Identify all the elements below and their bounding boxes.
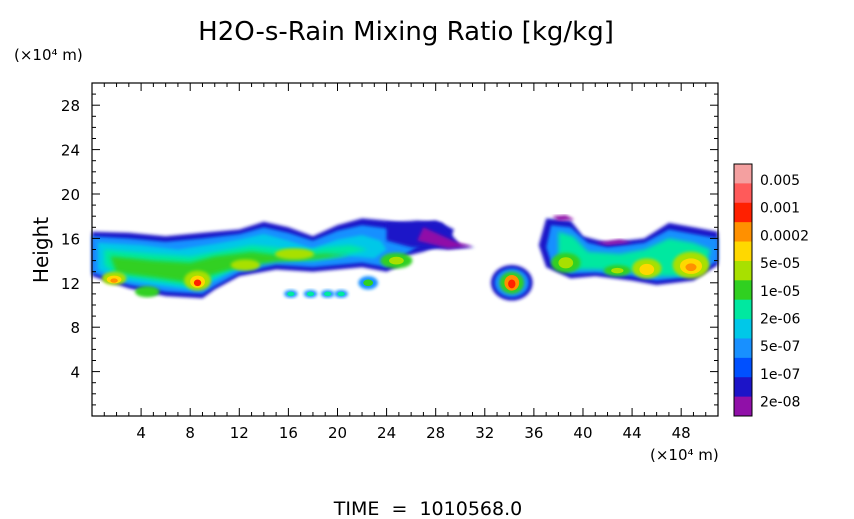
small-cell-teal-1 bbox=[306, 291, 315, 297]
colorbar-frame bbox=[733, 163, 753, 417]
y-axis-unit: (×10⁴ m) bbox=[14, 46, 83, 64]
colorbar-swatch bbox=[734, 357, 752, 378]
colorbar-swatch bbox=[734, 202, 752, 223]
colorbar-swatch bbox=[734, 164, 752, 184]
colorbar-label: 0.005 bbox=[760, 173, 800, 189]
colorbar-swatch bbox=[734, 260, 752, 281]
time-label: TIME = 1010568.0 bbox=[333, 498, 522, 519]
x-tick-label: 36 bbox=[524, 424, 543, 442]
x-axis-unit: (×10⁴ m) bbox=[650, 446, 719, 464]
streak-purple-1 bbox=[595, 239, 633, 246]
y-tick-label: 12 bbox=[61, 275, 80, 293]
cell-lime-4 bbox=[230, 259, 261, 271]
colorbar-label: 0.001 bbox=[760, 201, 800, 217]
small-cell-teal-3 bbox=[337, 291, 345, 297]
cloud-teal-right bbox=[558, 231, 711, 277]
core-red-2 bbox=[193, 279, 202, 287]
y-tick-label: 16 bbox=[61, 230, 80, 248]
y-tick-label: 8 bbox=[70, 319, 80, 337]
chart-title: H2O-s-Rain Mixing Ratio [kg/kg] bbox=[198, 17, 614, 47]
streak-purple-3 bbox=[417, 227, 473, 249]
core-orange-1 bbox=[110, 278, 118, 283]
colorbar-label: 1e-07 bbox=[760, 367, 800, 383]
small-cell-teal-0 bbox=[287, 291, 295, 297]
colorbar-swatch bbox=[734, 338, 752, 359]
y-tick-label: 20 bbox=[61, 186, 80, 204]
y-tick-labels: 4 8 12 16 20 24 28 bbox=[61, 97, 80, 381]
x-tick-label: 8 bbox=[185, 424, 195, 442]
cell-lime-6 bbox=[389, 256, 404, 265]
y-tick-label: 24 bbox=[61, 142, 80, 160]
colorbar-label: 1e-05 bbox=[760, 284, 800, 300]
cloud-green-left bbox=[110, 251, 350, 283]
small-cell-teal-2 bbox=[323, 291, 332, 297]
colorbar-label: 5e-07 bbox=[760, 339, 800, 355]
x-tick-labels: 4 8 12 16 20 24 28 32 36 40 44 48 bbox=[136, 424, 690, 442]
colorbar-swatch bbox=[734, 222, 752, 242]
cell-green-3 bbox=[134, 286, 160, 298]
colorbar-swatch bbox=[734, 396, 752, 417]
y-tick-label: 28 bbox=[61, 97, 80, 115]
rain-field bbox=[92, 215, 718, 301]
cell-orange-right5 bbox=[685, 263, 697, 272]
y-axis-label: Height bbox=[29, 217, 53, 283]
colorbar-label: 0.0002 bbox=[760, 228, 809, 244]
cell-red-right1 bbox=[508, 279, 516, 289]
colorbar-label: 2e-08 bbox=[760, 395, 800, 411]
axis-ticks bbox=[92, 83, 718, 416]
cell-lime-right3 bbox=[611, 267, 624, 274]
x-tick-label: 32 bbox=[475, 424, 494, 442]
colorbar: 0.005 0.001 0.0002 5e-05 1e-05 2e-06 5e-07 1e-0… bbox=[733, 163, 809, 417]
x-tick-label: 24 bbox=[377, 424, 396, 442]
colorbar-swatch bbox=[734, 377, 752, 398]
cell-lime-right2 bbox=[558, 257, 574, 269]
x-tick-label: 28 bbox=[426, 424, 445, 442]
streak-purple-2 bbox=[552, 215, 575, 221]
x-tick-label: 48 bbox=[672, 424, 691, 442]
x-tick-label: 16 bbox=[279, 424, 298, 442]
cell-lime-5 bbox=[274, 248, 315, 260]
colorbar-swatch bbox=[734, 280, 752, 301]
x-tick-label: 40 bbox=[573, 424, 592, 442]
y-tick-label: 4 bbox=[70, 364, 80, 382]
x-tick-label: 12 bbox=[230, 424, 249, 442]
x-tick-label: 20 bbox=[328, 424, 347, 442]
colorbar-swatch bbox=[734, 183, 752, 204]
colorbar-swatch bbox=[734, 319, 752, 339]
x-tick-label: 44 bbox=[623, 424, 642, 442]
colorbar-swatch bbox=[734, 299, 752, 320]
colorbar-label: 5e-05 bbox=[760, 256, 800, 272]
colorbar-label: 2e-06 bbox=[760, 312, 800, 328]
cell-yellow-right4 bbox=[639, 263, 655, 276]
colorbar-swatch bbox=[734, 241, 752, 262]
x-tick-label: 4 bbox=[136, 424, 146, 442]
small-cell-green-5 bbox=[363, 279, 374, 287]
